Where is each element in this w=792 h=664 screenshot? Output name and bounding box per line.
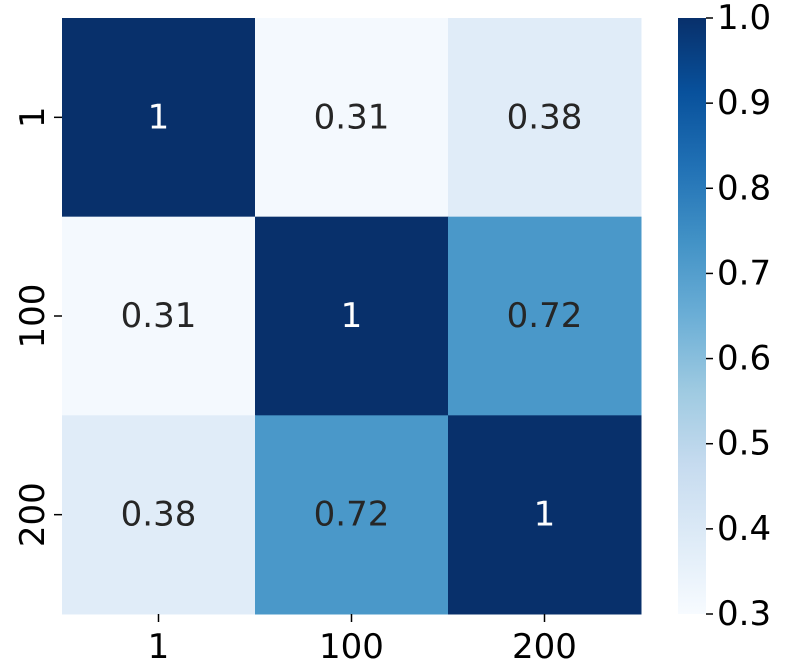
heatmap-cell-2-0 bbox=[62, 415, 256, 615]
x-axis: 1 100 200 bbox=[148, 614, 577, 664]
heatmap-cell-0-0 bbox=[62, 18, 256, 218]
heatmap-cell-0-2 bbox=[448, 18, 642, 218]
heatmap-cell-0-1 bbox=[255, 18, 449, 218]
colorbar-tick-label-1: 0.4 bbox=[717, 509, 771, 549]
heatmap-cell-1-1 bbox=[255, 216, 449, 416]
heatmap-cell-1-2 bbox=[448, 216, 642, 416]
heatmap-cell-labels: 1 0.31 0.38 0.31 1 0.72 0.38 0.72 1 bbox=[121, 97, 583, 534]
colorbar-tick-label-2: 0.5 bbox=[717, 424, 771, 464]
heatmap-cell-1-0 bbox=[62, 216, 256, 416]
x-tick-label-2: 200 bbox=[512, 627, 577, 664]
colorbar: 0.3 0.4 0.5 0.6 0.7 0.8 0.9 1.0 bbox=[678, 0, 771, 634]
y-tick-label-2: 200 bbox=[13, 482, 53, 547]
colorbar-tick-label-4: 0.7 bbox=[717, 253, 771, 293]
heatmap-cell-label-2-0: 0.38 bbox=[121, 495, 197, 535]
colorbar-tick-label-5: 0.8 bbox=[717, 168, 771, 208]
colorbar-gradient bbox=[678, 18, 706, 614]
heatmap-cell-label-2-2: 1 bbox=[534, 495, 556, 535]
colorbar-tick-label-3: 0.6 bbox=[717, 339, 771, 379]
y-tick-label-1: 100 bbox=[13, 284, 53, 349]
heatmap-cell-label-0-1: 0.31 bbox=[314, 97, 390, 137]
heatmap-cell-2-2 bbox=[448, 415, 642, 615]
heatmap-cell-label-1-1: 1 bbox=[341, 296, 363, 336]
x-tick-label-1: 100 bbox=[319, 627, 384, 664]
x-tick-label-0: 1 bbox=[148, 627, 170, 664]
heatmap-cell-label-1-0: 0.31 bbox=[121, 296, 197, 336]
colorbar-tick-label-7: 1.0 bbox=[717, 0, 771, 38]
heatmap-cell-label-2-1: 0.72 bbox=[314, 495, 390, 535]
heatmap-cell-label-0-2: 0.38 bbox=[507, 97, 583, 137]
heatmap-cell-label-0-0: 1 bbox=[148, 97, 170, 137]
heatmap-cells bbox=[62, 18, 642, 615]
colorbar-tick-label-0: 0.3 bbox=[717, 594, 771, 634]
heatmap-cell-label-1-2: 0.72 bbox=[507, 296, 583, 336]
y-axis: 1 100 200 bbox=[13, 107, 62, 547]
colorbar-tick-label-6: 0.9 bbox=[717, 83, 771, 123]
y-tick-label-0: 1 bbox=[13, 107, 53, 129]
heatmap-cell-2-1 bbox=[255, 415, 449, 615]
